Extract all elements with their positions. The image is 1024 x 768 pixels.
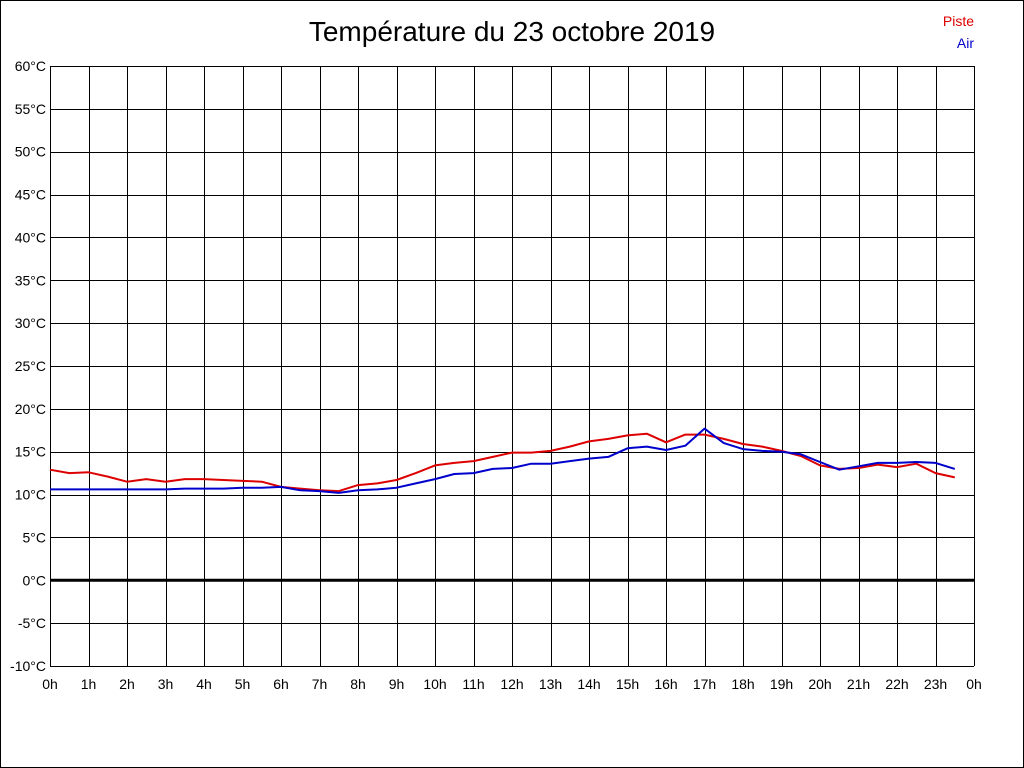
legend-air: Air xyxy=(956,35,974,51)
x-tick-label: 4h xyxy=(196,676,212,692)
x-tick-label: 0h xyxy=(42,676,58,692)
y-tick-label: -10°C xyxy=(10,658,46,674)
series-line-piste xyxy=(49,432,956,493)
x-tick-label: 1h xyxy=(81,676,97,692)
y-tick-label: 35°C xyxy=(15,272,46,288)
x-tick-label: 5h xyxy=(235,676,251,692)
x-tick-label: 10h xyxy=(423,676,446,692)
x-tick-label: 6h xyxy=(273,676,289,692)
series-line-air xyxy=(50,427,956,494)
y-tick-label: 50°C xyxy=(15,144,46,160)
y-tick-label: 5°C xyxy=(23,529,47,545)
y-tick-label: 10°C xyxy=(15,487,46,503)
x-tick-label: 21h xyxy=(847,676,870,692)
x-tick-label: 8h xyxy=(350,676,366,692)
x-tick-label: 18h xyxy=(731,676,754,692)
y-tick-label: 40°C xyxy=(15,229,46,245)
x-tick-label: 20h xyxy=(808,676,831,692)
x-tick-label: 2h xyxy=(119,676,135,692)
y-tick-label: 55°C xyxy=(15,101,46,117)
x-tick-label: 7h xyxy=(312,676,328,692)
x-tick-label: 13h xyxy=(539,676,562,692)
y-tick-label: 20°C xyxy=(15,401,46,417)
x-tick-label: 16h xyxy=(654,676,677,692)
x-tick-label: 11h xyxy=(462,676,484,692)
y-tick-label: 15°C xyxy=(15,444,46,460)
y-tick-label: 30°C xyxy=(15,315,46,331)
y-tick-label: 0°C xyxy=(23,572,47,588)
x-tick-label: 15h xyxy=(616,676,639,692)
y-tick-label: 25°C xyxy=(15,358,46,374)
y-tick-label: 45°C xyxy=(15,187,46,203)
x-tick-label: 9h xyxy=(389,676,405,692)
x-tick-label: 3h xyxy=(158,676,174,692)
x-tick-label: 12h xyxy=(500,676,523,692)
x-tick-label: 19h xyxy=(770,676,793,692)
x-tick-label: 0h xyxy=(966,676,982,692)
chart-title: Température du 23 octobre 2019 xyxy=(308,16,716,47)
legend-piste: Piste xyxy=(942,13,974,29)
y-tick-label: -5°C xyxy=(18,615,46,631)
x-tick-label: 17h xyxy=(693,676,716,692)
x-tick-label: 14h xyxy=(577,676,600,692)
x-tick-label: 22h xyxy=(885,676,908,692)
x-tick-label: 23h xyxy=(924,676,947,692)
y-tick-label: 60°C xyxy=(15,58,46,74)
